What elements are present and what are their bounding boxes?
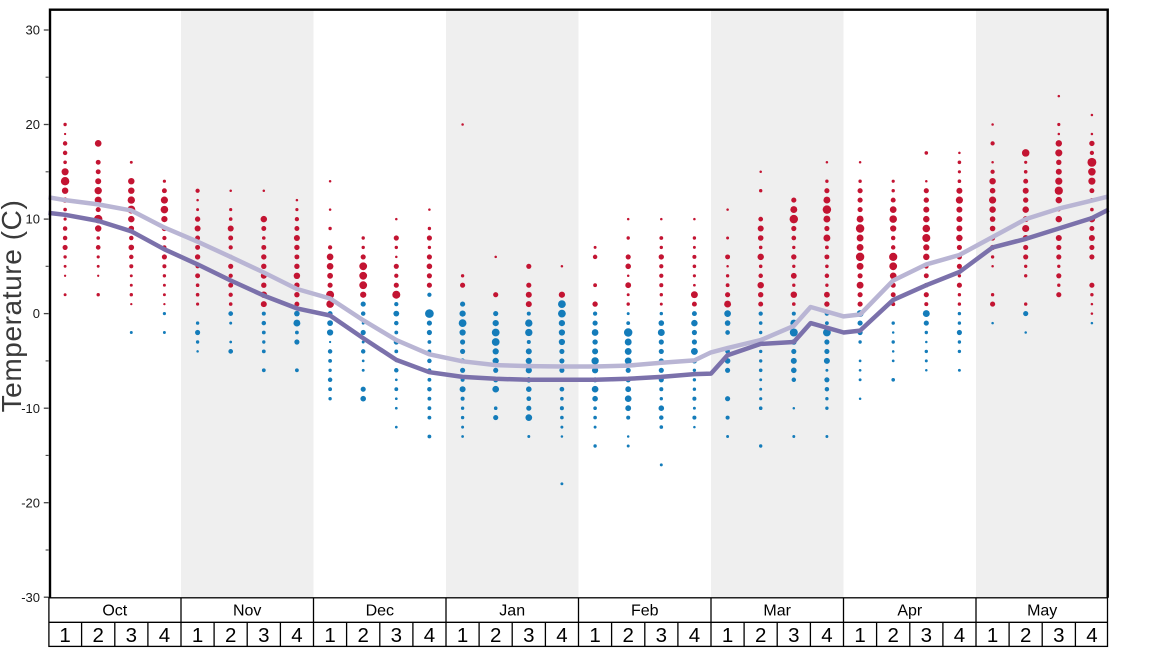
svg-text:4: 4 xyxy=(821,624,832,647)
svg-text:May: May xyxy=(1027,602,1057,619)
svg-text:-10: -10 xyxy=(21,401,40,416)
svg-text:Temperature (C): Temperature (C) xyxy=(0,200,27,413)
svg-text:2: 2 xyxy=(1020,624,1031,647)
svg-text:2: 2 xyxy=(755,624,766,647)
svg-text:2: 2 xyxy=(225,624,236,647)
svg-text:Feb: Feb xyxy=(631,602,659,619)
svg-text:Oct: Oct xyxy=(102,602,127,619)
svg-text:3: 3 xyxy=(126,624,137,647)
svg-text:Apr: Apr xyxy=(897,602,923,619)
svg-text:1: 1 xyxy=(854,624,865,647)
svg-text:3: 3 xyxy=(523,624,534,647)
svg-text:-30: -30 xyxy=(21,590,40,605)
svg-text:2: 2 xyxy=(622,624,633,647)
svg-text:2: 2 xyxy=(887,624,898,647)
svg-text:Dec: Dec xyxy=(366,602,394,619)
svg-text:2: 2 xyxy=(490,624,501,647)
svg-text:1: 1 xyxy=(59,624,70,647)
svg-text:2: 2 xyxy=(357,624,368,647)
svg-text:1: 1 xyxy=(324,624,335,647)
svg-text:4: 4 xyxy=(159,624,170,647)
svg-text:1: 1 xyxy=(722,624,733,647)
svg-text:Mar: Mar xyxy=(763,602,791,619)
svg-text:-20: -20 xyxy=(21,495,40,510)
svg-text:3: 3 xyxy=(921,624,932,647)
svg-text:3: 3 xyxy=(788,624,799,647)
svg-text:1: 1 xyxy=(457,624,468,647)
svg-text:4: 4 xyxy=(689,624,700,647)
svg-text:1: 1 xyxy=(589,624,600,647)
svg-text:4: 4 xyxy=(954,624,965,647)
svg-text:Jan: Jan xyxy=(499,602,525,619)
svg-text:3: 3 xyxy=(1053,624,1064,647)
svg-text:3: 3 xyxy=(656,624,667,647)
svg-text:3: 3 xyxy=(258,624,269,647)
svg-text:0: 0 xyxy=(33,306,40,321)
svg-text:10: 10 xyxy=(26,212,40,227)
svg-text:30: 30 xyxy=(26,23,40,38)
svg-text:3: 3 xyxy=(391,624,402,647)
svg-text:Nov: Nov xyxy=(233,602,261,619)
svg-text:4: 4 xyxy=(291,624,302,647)
svg-text:1: 1 xyxy=(192,624,203,647)
svg-text:2: 2 xyxy=(92,624,103,647)
svg-text:4: 4 xyxy=(556,624,567,647)
svg-text:4: 4 xyxy=(1086,624,1097,647)
svg-text:4: 4 xyxy=(424,624,435,647)
svg-text:20: 20 xyxy=(26,117,40,132)
svg-text:1: 1 xyxy=(987,624,998,647)
